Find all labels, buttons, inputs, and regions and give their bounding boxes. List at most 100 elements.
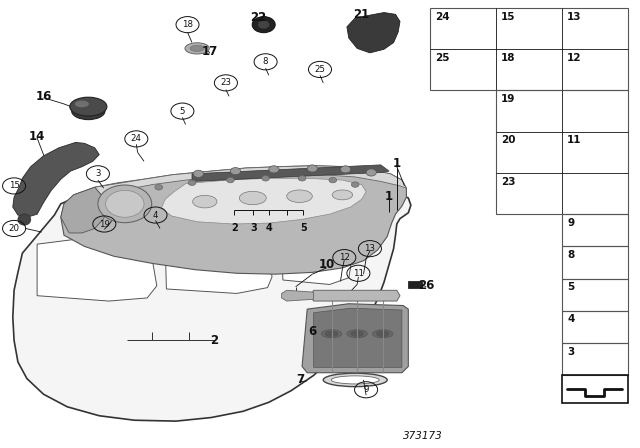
Circle shape	[230, 168, 241, 175]
Text: 19: 19	[501, 94, 515, 104]
Text: 4: 4	[567, 314, 575, 324]
Text: 7: 7	[297, 373, 305, 387]
Text: 16: 16	[35, 90, 52, 103]
Text: 5: 5	[300, 223, 307, 233]
Bar	[562, 375, 628, 403]
Circle shape	[258, 21, 269, 29]
Bar	[562, 214, 628, 246]
Text: 11: 11	[567, 135, 582, 145]
Bar	[562, 343, 628, 375]
Bar	[430, 8, 628, 90]
Text: 373173: 373173	[403, 431, 442, 441]
Text: 19: 19	[99, 220, 109, 228]
Text: 14: 14	[29, 130, 45, 143]
Text: 4: 4	[266, 223, 272, 233]
Polygon shape	[61, 187, 108, 233]
Polygon shape	[302, 304, 408, 373]
Circle shape	[340, 166, 351, 173]
Polygon shape	[165, 235, 272, 293]
Bar	[408, 281, 422, 288]
Circle shape	[351, 182, 359, 187]
Text: 25: 25	[314, 65, 326, 74]
Text: 11: 11	[353, 269, 364, 278]
Ellipse shape	[185, 43, 209, 54]
Text: 25: 25	[435, 53, 450, 63]
Ellipse shape	[72, 103, 105, 120]
Polygon shape	[37, 238, 157, 301]
Ellipse shape	[332, 190, 353, 200]
Text: 24: 24	[435, 12, 450, 22]
Circle shape	[193, 170, 204, 177]
Text: 4: 4	[153, 211, 158, 220]
Ellipse shape	[321, 330, 342, 338]
Text: 20: 20	[501, 135, 516, 145]
Polygon shape	[161, 178, 366, 224]
Text: 2: 2	[231, 223, 237, 233]
Text: 23: 23	[501, 177, 516, 186]
Ellipse shape	[347, 330, 367, 338]
Bar	[562, 279, 628, 311]
Circle shape	[307, 165, 317, 172]
Text: 17: 17	[202, 45, 218, 58]
Text: 8: 8	[567, 250, 574, 260]
Polygon shape	[61, 166, 406, 274]
Text: 3: 3	[95, 169, 100, 178]
Text: 26: 26	[418, 279, 435, 292]
Ellipse shape	[239, 191, 266, 205]
Circle shape	[366, 169, 376, 176]
Bar	[562, 246, 628, 279]
Ellipse shape	[323, 373, 387, 387]
Circle shape	[262, 176, 269, 181]
Text: 8: 8	[263, 57, 268, 66]
Text: 13: 13	[364, 244, 376, 253]
Text: 6: 6	[308, 325, 316, 338]
Circle shape	[252, 17, 275, 33]
Ellipse shape	[70, 97, 107, 116]
Text: 24: 24	[131, 134, 142, 143]
Circle shape	[269, 166, 279, 173]
Ellipse shape	[351, 331, 364, 336]
Text: 10: 10	[318, 258, 335, 271]
Text: 12: 12	[339, 253, 350, 262]
Text: 3: 3	[250, 223, 257, 233]
Text: 15: 15	[8, 181, 20, 190]
Bar	[496, 90, 628, 214]
Polygon shape	[282, 235, 351, 284]
Text: 2: 2	[211, 334, 218, 347]
Circle shape	[298, 176, 306, 181]
Ellipse shape	[325, 331, 338, 336]
Circle shape	[106, 190, 144, 217]
Circle shape	[329, 177, 337, 183]
Polygon shape	[192, 165, 389, 181]
Text: 21: 21	[353, 8, 369, 22]
Ellipse shape	[190, 45, 204, 52]
Text: 23: 23	[220, 78, 232, 87]
Text: 5: 5	[180, 107, 185, 116]
Ellipse shape	[75, 101, 89, 108]
Text: 1: 1	[385, 190, 393, 203]
Circle shape	[227, 177, 234, 183]
Ellipse shape	[18, 214, 31, 225]
Text: 12: 12	[567, 53, 582, 63]
Ellipse shape	[193, 195, 217, 208]
Text: 22: 22	[250, 10, 267, 24]
Text: 18: 18	[501, 53, 516, 63]
Text: 1: 1	[393, 157, 401, 170]
Text: 3: 3	[567, 347, 574, 357]
Polygon shape	[310, 290, 400, 301]
Polygon shape	[282, 290, 314, 301]
Bar	[562, 311, 628, 343]
Ellipse shape	[287, 190, 312, 202]
Polygon shape	[314, 308, 402, 367]
Polygon shape	[347, 13, 400, 53]
Ellipse shape	[372, 330, 393, 338]
Text: 15: 15	[501, 12, 516, 22]
Circle shape	[188, 180, 196, 185]
Text: 13: 13	[567, 12, 582, 22]
Polygon shape	[13, 179, 411, 421]
Text: 9: 9	[567, 218, 574, 228]
Ellipse shape	[332, 376, 380, 384]
Polygon shape	[95, 166, 406, 196]
Text: 20: 20	[8, 224, 20, 233]
Text: 9: 9	[364, 385, 369, 394]
